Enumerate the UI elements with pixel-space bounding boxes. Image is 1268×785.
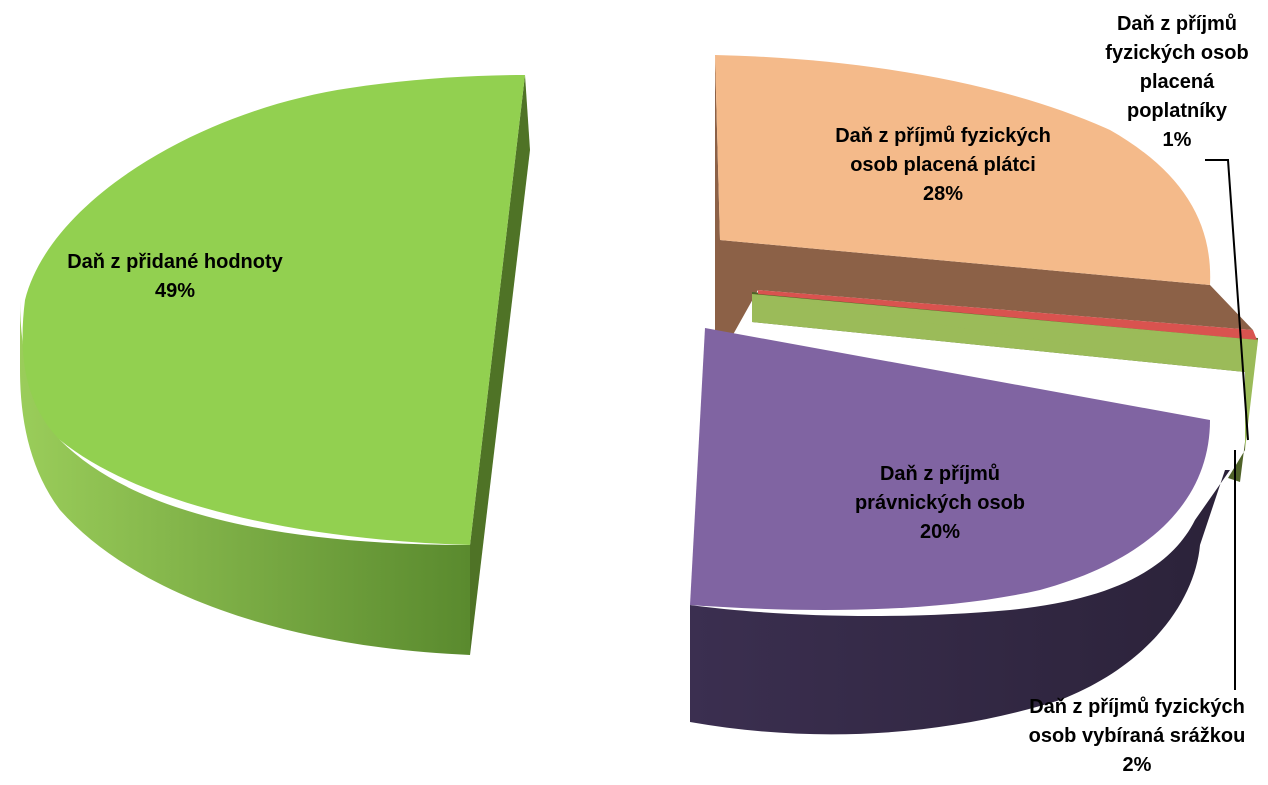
slice-sides bbox=[20, 55, 1258, 735]
slice-side-dppo bbox=[690, 470, 1230, 735]
slice-label-line: 20% bbox=[920, 521, 960, 543]
slice-label-line: 1% bbox=[1163, 129, 1192, 151]
slice-label-dpfo-poplatnici: Daň z příjmů fyzických osob placená poplatn… bbox=[1105, 13, 1248, 151]
slice-label-line: placená bbox=[1140, 71, 1215, 93]
slice-side-dpfo-platci-bottom bbox=[715, 240, 1253, 340]
slice-dpfo-platci bbox=[715, 55, 1211, 285]
slice-side-dph bbox=[20, 300, 470, 655]
slice-label-line: Daň z přidané hodnoty bbox=[67, 251, 283, 273]
slice-label-line: osob placená plátci bbox=[850, 154, 1036, 176]
slice-side-dph-edge bbox=[470, 75, 530, 655]
slice-label-line: Daň z příjmů bbox=[1117, 13, 1237, 35]
leader-line-poplatnici bbox=[1205, 159, 1249, 441]
slice-label-dpfo-srazkou: Daň z příjmů fyzických osob vybíraná sráž… bbox=[1029, 696, 1246, 776]
slice-label-line: Daň z příjmů fyzických bbox=[835, 125, 1051, 147]
slice-label-line: 28% bbox=[923, 183, 963, 205]
slice-dpfo-poplatnici bbox=[758, 290, 1257, 340]
slice-label-dppo: Daň z příjmů právnických osob 20% bbox=[855, 463, 1025, 543]
slice-dpfo-srazkou-top bbox=[752, 296, 1257, 372]
slice-tops bbox=[22, 55, 1258, 610]
slice-labels: Daň z přidané hodnoty 49% Daň z příjmů fy… bbox=[67, 13, 1248, 776]
slice-label-line: Daň z příjmů bbox=[880, 463, 1000, 485]
slice-label-dph: Daň z přidané hodnoty 49% bbox=[67, 251, 283, 302]
slice-label-line: Daň z příjmů fyzických bbox=[1029, 696, 1245, 718]
slice-dppo bbox=[690, 328, 1210, 610]
slice-label-dpfo-platci: Daň z příjmů fyzických osob placená plátc… bbox=[835, 125, 1051, 205]
slice-label-line: fyzických osob bbox=[1105, 42, 1248, 64]
slice-label-line: 2% bbox=[1123, 754, 1152, 776]
slice-dph bbox=[22, 75, 525, 545]
slice-label-line: právnických osob bbox=[855, 492, 1025, 514]
slice-label-line: osob vybíraná srážkou bbox=[1029, 725, 1246, 747]
slice-label-line: poplatníky bbox=[1127, 100, 1228, 122]
slice-label-line: 49% bbox=[155, 280, 195, 302]
leader-lines bbox=[1205, 159, 1249, 690]
